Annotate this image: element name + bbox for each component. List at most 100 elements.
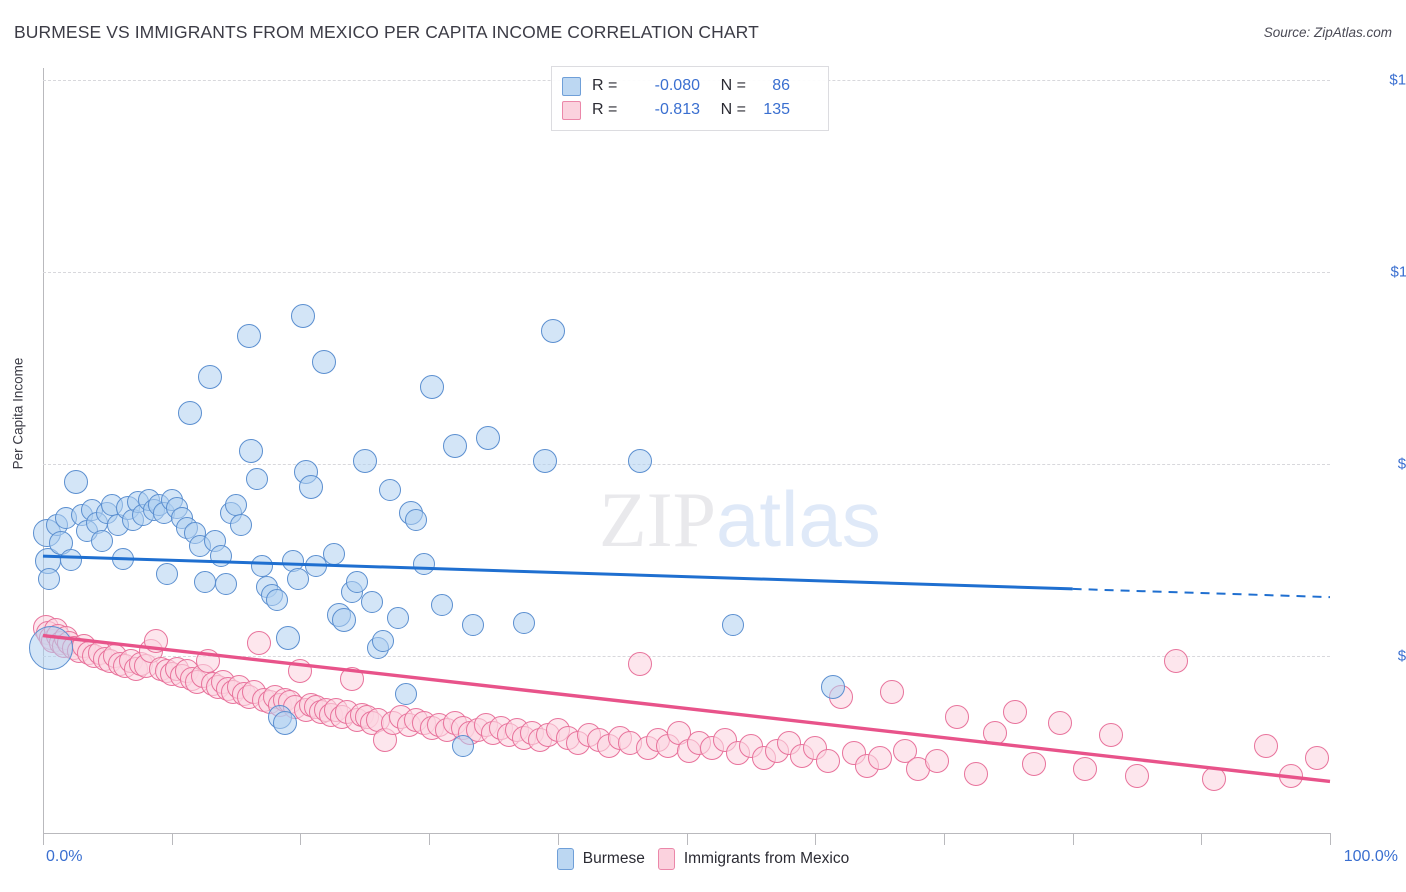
data-point[interactable] — [247, 631, 272, 656]
y-axis-line — [43, 68, 44, 833]
data-point[interactable] — [405, 509, 428, 532]
data-point[interactable] — [880, 679, 905, 704]
data-point[interactable] — [540, 318, 565, 343]
data-point[interactable] — [361, 591, 384, 614]
data-point[interactable] — [1163, 649, 1188, 674]
legend-color-swatch — [556, 848, 574, 870]
data-point[interactable] — [964, 761, 989, 786]
data-point[interactable] — [239, 439, 264, 464]
data-point[interactable] — [28, 626, 73, 671]
data-point[interactable] — [209, 545, 232, 568]
r-label: R = — [592, 77, 618, 94]
data-point[interactable] — [394, 683, 417, 706]
x-axis-tick — [1072, 833, 1074, 845]
series-color-swatch — [562, 100, 581, 120]
data-point[interactable] — [290, 303, 315, 328]
data-point[interactable] — [983, 720, 1008, 745]
data-point[interactable] — [476, 426, 501, 451]
data-point[interactable] — [513, 611, 536, 634]
data-point[interactable] — [298, 475, 323, 500]
data-point[interactable] — [225, 493, 248, 516]
data-point[interactable] — [379, 478, 402, 501]
data-point[interactable] — [419, 375, 444, 400]
data-point[interactable] — [628, 449, 653, 474]
data-point[interactable] — [111, 547, 134, 570]
r-label: R = — [592, 101, 618, 118]
page-title: BURMESE VS IMMIGRANTS FROM MEXICO PER CA… — [14, 22, 759, 42]
data-point[interactable] — [1305, 746, 1330, 771]
data-point[interactable] — [60, 549, 83, 572]
data-point[interactable] — [144, 628, 169, 653]
data-point[interactable] — [352, 449, 377, 474]
data-point[interactable] — [1002, 700, 1027, 725]
data-point[interactable] — [532, 449, 557, 474]
data-point[interactable] — [322, 542, 345, 565]
data-point[interactable] — [245, 468, 268, 491]
data-point[interactable] — [1279, 764, 1304, 789]
data-point[interactable] — [332, 608, 357, 633]
watermark-zip: ZIP — [599, 476, 716, 563]
data-point[interactable] — [1202, 766, 1227, 791]
y-axis-tick-label: $112,500 — [1390, 263, 1406, 281]
data-point[interactable] — [272, 710, 297, 735]
data-point[interactable] — [194, 570, 217, 593]
correlation-stat-row: R = -0.813 N = 135 — [562, 98, 818, 122]
data-point[interactable] — [64, 469, 89, 494]
y-axis-label: Per Capita Income — [10, 357, 26, 470]
data-point[interactable] — [275, 626, 300, 651]
data-point[interactable] — [198, 364, 223, 389]
n-label: N = — [720, 77, 746, 94]
correlation-stat-row: R = -0.080 N = 86 — [562, 74, 818, 98]
data-point[interactable] — [816, 748, 841, 773]
data-point[interactable] — [230, 514, 253, 537]
data-point[interactable] — [214, 573, 237, 596]
data-point[interactable] — [371, 629, 394, 652]
legend-item-immigrants-from-mexico[interactable]: Immigrants from Mexico — [657, 848, 849, 870]
data-point[interactable] — [430, 593, 453, 616]
series-color-swatch — [562, 76, 581, 96]
data-point[interactable] — [442, 434, 467, 459]
data-point[interactable] — [1253, 733, 1278, 758]
data-point[interactable] — [412, 552, 435, 575]
trendlines-layer — [42, 554, 1331, 784]
data-point[interactable] — [461, 614, 484, 637]
source-attribution: Source: ZipAtlas.com — [1263, 25, 1392, 40]
data-point[interactable] — [451, 734, 474, 757]
data-point[interactable] — [195, 649, 220, 674]
x-axis-tick — [686, 833, 688, 845]
data-point[interactable] — [288, 659, 313, 684]
data-point[interactable] — [266, 588, 289, 611]
data-point[interactable] — [155, 563, 178, 586]
data-point[interactable] — [1021, 751, 1046, 776]
series-legend: Burmese Immigrants from Mexico — [0, 848, 1406, 870]
trendline-burmese-dashed — [1072, 587, 1331, 599]
data-point[interactable] — [311, 349, 336, 374]
x-axis-tick — [429, 833, 431, 845]
data-point[interactable] — [1047, 710, 1072, 735]
data-point[interactable] — [250, 555, 273, 578]
data-point[interactable] — [177, 400, 202, 425]
data-point[interactable] — [236, 324, 261, 348]
data-point[interactable] — [38, 568, 61, 591]
n-value: 135 — [763, 101, 790, 118]
data-point[interactable] — [91, 529, 114, 552]
correlation-stats-box: R = -0.080 N = 86 R = -0.813 N = 135 — [551, 66, 829, 131]
data-point[interactable] — [867, 746, 892, 771]
data-point[interactable] — [1073, 756, 1098, 781]
data-point[interactable] — [339, 667, 364, 692]
data-point[interactable] — [1099, 723, 1124, 748]
legend-label: Burmese — [582, 850, 645, 867]
data-point[interactable] — [821, 674, 846, 699]
legend-item-burmese[interactable]: Burmese — [556, 848, 645, 870]
data-point[interactable] — [628, 651, 653, 676]
data-point[interactable] — [1124, 764, 1149, 789]
data-point[interactable] — [925, 748, 950, 773]
data-point[interactable] — [944, 705, 969, 730]
x-axis-tick — [1330, 833, 1331, 845]
data-point[interactable] — [346, 570, 369, 593]
data-point[interactable] — [721, 614, 744, 637]
r-value: -0.813 — [654, 101, 700, 118]
x-axis-tick — [557, 833, 559, 845]
data-point[interactable] — [387, 606, 410, 629]
